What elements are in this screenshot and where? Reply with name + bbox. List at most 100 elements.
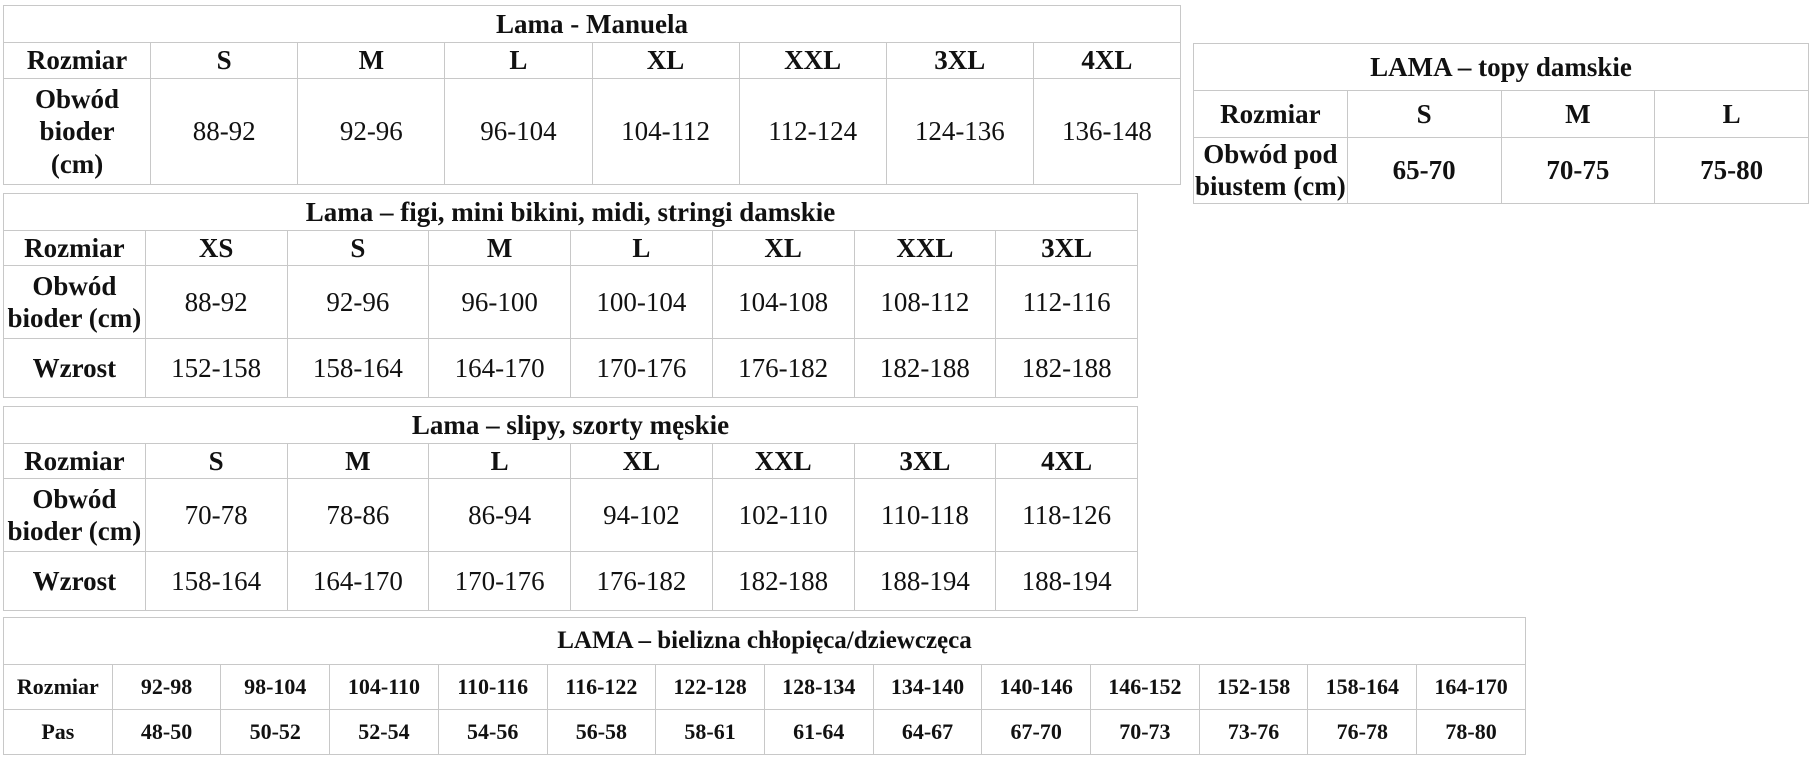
- size-cell: 110-116: [437, 664, 548, 710]
- hip-cell: 94-102: [570, 478, 713, 552]
- row-label: Rozmiar: [2, 42, 152, 79]
- size-cell: 92-98: [111, 664, 222, 710]
- waist-cell: 58-61: [655, 709, 765, 755]
- waist-cell: 61-64: [763, 709, 874, 755]
- waist-cell: 50-52: [220, 709, 331, 755]
- size-row: Rozmiar S M L XL XXL 3XL 4XL: [2, 42, 1182, 79]
- hip-cell: 96-104: [444, 78, 593, 185]
- size-cell: S: [150, 42, 299, 79]
- size-cell: XXL: [711, 443, 855, 479]
- row-label: Wzrost: [3, 338, 146, 398]
- bust-row: Obwód pod biustem (cm) 65-70 70-75 75-80: [1193, 137, 1809, 204]
- size-cell: XL: [711, 230, 855, 266]
- height-cell: 176-182: [570, 551, 713, 611]
- row-label: Obwód bioder (cm): [3, 265, 146, 339]
- waist-cell: 48-50: [111, 709, 222, 755]
- height-row: Wzrost 158-164 164-170 170-176 176-182 182-18…: [3, 551, 1138, 611]
- row-label: Wzrost: [3, 551, 146, 611]
- hip-cell: 88-92: [144, 265, 288, 339]
- hip-cell: 104-108: [711, 265, 855, 339]
- height-cell: 158-164: [286, 338, 430, 398]
- size-cell: 116-122: [546, 664, 657, 710]
- height-cell: 188-194: [995, 551, 1138, 611]
- waist-cell: 73-76: [1198, 709, 1309, 755]
- size-cell: 146-152: [1090, 664, 1200, 710]
- size-cell: 3XL: [885, 42, 1034, 79]
- size-cell: XL: [570, 443, 713, 479]
- size-cell: M: [428, 230, 571, 266]
- row-label: Pas: [3, 709, 113, 755]
- hip-cell: 112-124: [738, 78, 887, 185]
- height-cell: 176-182: [711, 338, 855, 398]
- height-cell: 182-188: [711, 551, 855, 611]
- hip-cell: 100-104: [570, 265, 713, 339]
- hip-cell: 124-136: [885, 78, 1034, 185]
- manuela-size-table: Lama - Manuela Rozmiar S M L XL XXL 3XL 4XL Obw…: [2, 5, 1182, 185]
- bust-cell: 75-80: [1654, 137, 1809, 204]
- size-cell: 104-110: [329, 664, 439, 710]
- height-row: Wzrost 152-158 158-164 164-170 170-176 176-18…: [3, 338, 1138, 398]
- bust-cell: 65-70: [1346, 137, 1502, 204]
- height-cell: 164-170: [286, 551, 430, 611]
- bust-cell: 70-75: [1500, 137, 1656, 204]
- row-label: Rozmiar: [3, 230, 146, 266]
- size-cell: 128-134: [763, 664, 874, 710]
- size-row: Rozmiar XS S M L XL XXL 3XL: [3, 230, 1138, 266]
- waist-cell: 54-56: [437, 709, 548, 755]
- hip-cell: 110-118: [853, 478, 997, 552]
- figi-size-table: Lama – figi, mini bikini, midi, stringi …: [3, 193, 1138, 398]
- waist-cell: 56-58: [546, 709, 657, 755]
- waist-cell: 64-67: [872, 709, 983, 755]
- size-cell: 4XL: [1032, 42, 1182, 79]
- hip-cell: 88-92: [150, 78, 299, 185]
- height-cell: 152-158: [144, 338, 288, 398]
- hip-cell: 136-148: [1032, 78, 1182, 185]
- size-cell: M: [297, 42, 446, 79]
- table-title: LAMA – bielizna chłopięca/dziewczęca: [3, 617, 1526, 665]
- size-cell: 4XL: [995, 443, 1138, 479]
- size-cell: 140-146: [981, 664, 1092, 710]
- size-cell: S: [144, 443, 288, 479]
- size-cell: L: [444, 42, 593, 79]
- height-cell: 182-188: [853, 338, 997, 398]
- size-cell: 122-128: [655, 664, 765, 710]
- size-cell: 158-164: [1307, 664, 1418, 710]
- size-cell: L: [570, 230, 713, 266]
- height-cell: 164-170: [428, 338, 571, 398]
- size-cell: M: [286, 443, 430, 479]
- size-row: Rozmiar S M L XL XXL 3XL 4XL: [3, 443, 1138, 479]
- hip-cell: 86-94: [428, 478, 571, 552]
- hip-cell: 96-100: [428, 265, 571, 339]
- height-cell: 188-194: [853, 551, 997, 611]
- size-cell: S: [1346, 90, 1502, 138]
- height-cell: 170-176: [428, 551, 571, 611]
- hip-cell: 104-112: [591, 78, 740, 185]
- hip-row: Obwód bioder (cm) 70-78 78-86 86-94 94-102 10…: [3, 478, 1138, 552]
- size-cell: 152-158: [1198, 664, 1309, 710]
- size-cell: XL: [591, 42, 740, 79]
- waist-cell: 78-80: [1416, 709, 1526, 755]
- size-cell: 134-140: [872, 664, 983, 710]
- row-label: Obwód bioder (cm): [3, 478, 146, 552]
- waist-row: Pas 48-50 50-52 52-54 54-56 56-58 58-61 61-64 64…: [3, 709, 1526, 755]
- size-cell: XS: [144, 230, 288, 266]
- size-cell: 3XL: [995, 230, 1138, 266]
- hip-row: Obwód bioder (cm) 88-92 92-96 96-104 104-112…: [2, 78, 1182, 185]
- table-title: Lama – slipy, szorty męskie: [3, 406, 1138, 444]
- hip-cell: 108-112: [853, 265, 997, 339]
- size-cell: M: [1500, 90, 1656, 138]
- waist-cell: 52-54: [329, 709, 439, 755]
- height-cell: 182-188: [995, 338, 1138, 398]
- size-cell: XXL: [853, 230, 997, 266]
- hip-cell: 70-78: [144, 478, 288, 552]
- size-row: Rozmiar 92-98 98-104 104-110 110-116 116-122 1…: [3, 664, 1526, 710]
- row-label: Rozmiar: [3, 443, 146, 479]
- waist-cell: 76-78: [1307, 709, 1418, 755]
- topy-size-table: LAMA – topy damskie Rozmiar S M L Obwód pod…: [1193, 43, 1809, 204]
- row-label: Rozmiar: [3, 664, 113, 710]
- height-cell: 158-164: [144, 551, 288, 611]
- hip-cell: 78-86: [286, 478, 430, 552]
- table-title: Lama - Manuela: [3, 5, 1181, 43]
- height-cell: 170-176: [570, 338, 713, 398]
- table-title: Lama – figi, mini bikini, midi, stringi …: [3, 193, 1138, 231]
